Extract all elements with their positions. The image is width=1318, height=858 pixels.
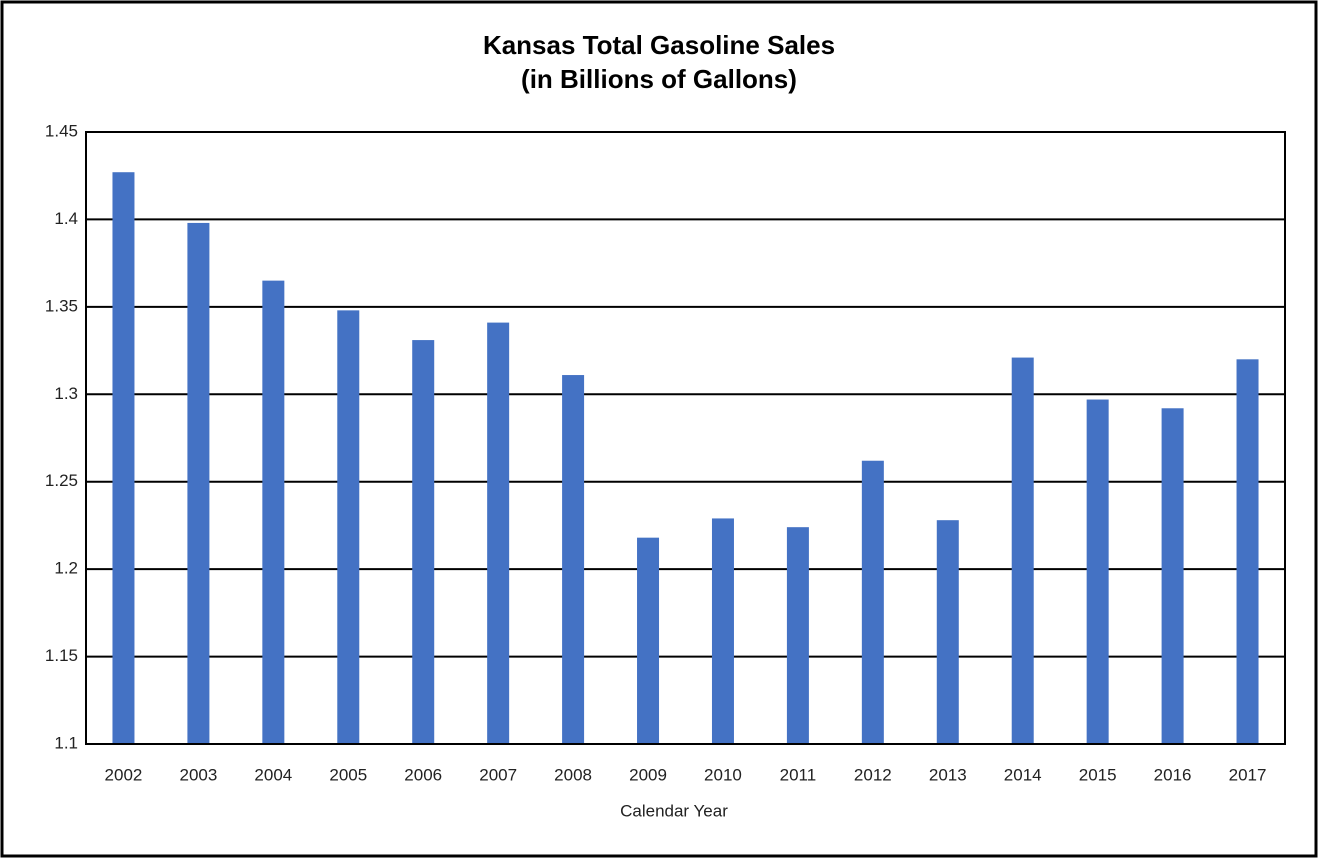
- y-tick-label: 1.1: [54, 733, 78, 752]
- y-tick-label: 1.15: [45, 646, 78, 665]
- bar: [562, 375, 585, 744]
- x-tick-label: 2012: [854, 765, 892, 784]
- x-tick-label: 2008: [554, 765, 592, 784]
- bar: [1086, 399, 1109, 744]
- x-axis-label: Calendar Year: [620, 801, 728, 820]
- bar: [1011, 357, 1034, 744]
- bar: [187, 222, 210, 744]
- bar: [1236, 359, 1259, 744]
- x-tick-label: 2003: [179, 765, 217, 784]
- x-tick-label: 2015: [1079, 765, 1117, 784]
- x-tick-label: 2009: [629, 765, 667, 784]
- x-tick-label: 2002: [105, 765, 143, 784]
- x-tick-label: 2004: [254, 765, 292, 784]
- x-tick-label: 2010: [704, 765, 742, 784]
- y-tick-label: 1.35: [45, 296, 78, 315]
- y-tick-label: 1.3: [54, 384, 78, 403]
- x-tick-label: 2006: [404, 765, 442, 784]
- bar: [262, 280, 285, 744]
- y-tick-label: 1.2: [54, 559, 78, 578]
- x-tick-label: 2005: [329, 765, 367, 784]
- x-tick-label: 2007: [479, 765, 517, 784]
- y-tick-label: 1.25: [45, 471, 78, 490]
- bar: [786, 527, 809, 744]
- bar: [861, 460, 884, 744]
- x-tick-label: 2013: [929, 765, 967, 784]
- chart-title: Kansas Total Gasoline Sales: [483, 30, 835, 60]
- x-tick-label: 2016: [1154, 765, 1192, 784]
- bar: [112, 172, 135, 744]
- bar: [1161, 408, 1184, 744]
- bar: [487, 322, 510, 744]
- y-tick-label: 1.45: [45, 121, 78, 140]
- y-tick-label: 1.4: [54, 209, 78, 228]
- bar: [637, 537, 660, 744]
- bar: [337, 310, 360, 744]
- bar: [711, 518, 734, 744]
- chart-subtitle: (in Billions of Gallons): [521, 64, 797, 94]
- x-tick-label: 2011: [780, 765, 817, 784]
- x-tick-label: 2014: [1004, 765, 1042, 784]
- bar: [936, 520, 959, 744]
- x-tick-label: 2017: [1229, 765, 1267, 784]
- bar: [412, 340, 435, 744]
